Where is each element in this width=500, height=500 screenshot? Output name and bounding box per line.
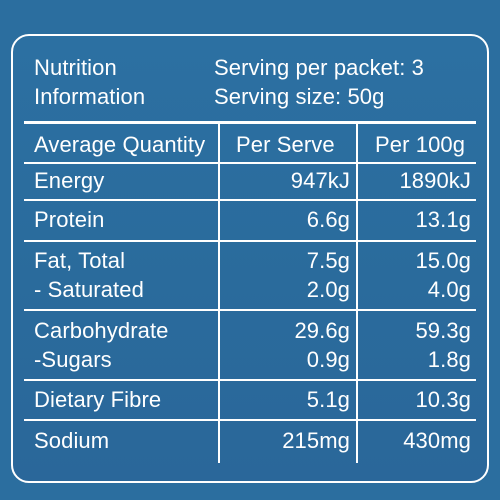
row-label-saturated: - Saturated — [34, 277, 144, 302]
column-header-per-100g: Per 100g — [375, 132, 466, 157]
row-divider — [24, 240, 476, 242]
carbohydrate-per-serve: 29.6g — [294, 318, 350, 343]
sugars-per-serve: 0.9g — [306, 347, 350, 372]
protein-per-100g: 13.1g — [415, 207, 471, 232]
panel-title-line1: Nutrition — [34, 55, 117, 80]
row-divider — [24, 379, 476, 381]
column-divider-2 — [356, 123, 358, 463]
panel-title-line2: Information — [34, 84, 146, 109]
fat-total-per-100g: 15.0g — [415, 248, 471, 273]
energy-per-100g: 1890kJ — [399, 168, 471, 193]
header-divider — [24, 121, 476, 124]
dietary-fibre-per-serve: 5.1g — [306, 387, 350, 412]
sodium-per-serve: 215mg — [282, 428, 350, 453]
servings-per-packet: Serving per packet: 3 — [214, 55, 424, 80]
column-header-per-serve: Per Serve — [236, 132, 335, 157]
sodium-per-100g: 430mg — [403, 428, 471, 453]
protein-per-serve: 6.6g — [306, 207, 350, 232]
sugars-per-100g: 1.8g — [427, 347, 471, 372]
row-label-energy: Energy — [34, 168, 105, 193]
energy-per-serve: 947kJ — [290, 168, 350, 193]
row-label-sugars: -Sugars — [34, 347, 112, 372]
row-label-dietary-fibre: Dietary Fibre — [34, 387, 162, 412]
fat-total-per-serve: 7.5g — [306, 248, 350, 273]
serving-size: Serving size: 50g — [214, 84, 385, 109]
saturated-per-100g: 4.0g — [427, 277, 471, 302]
dietary-fibre-per-100g: 10.3g — [415, 387, 471, 412]
row-divider — [24, 419, 476, 421]
row-label-sodium: Sodium — [34, 428, 110, 453]
row-label-carbohydrate: Carbohydrate — [34, 318, 169, 343]
carbohydrate-per-100g: 59.3g — [415, 318, 471, 343]
row-label-fat-total: Fat, Total — [34, 248, 126, 273]
row-divider — [24, 162, 476, 164]
nutrition-panel — [11, 34, 489, 483]
column-divider-1 — [218, 123, 220, 463]
row-label-protein: Protein — [34, 207, 105, 232]
row-divider — [24, 309, 476, 311]
saturated-per-serve: 2.0g — [306, 277, 350, 302]
column-header-quantity: Average Quantity — [34, 132, 206, 157]
row-divider — [24, 199, 476, 201]
